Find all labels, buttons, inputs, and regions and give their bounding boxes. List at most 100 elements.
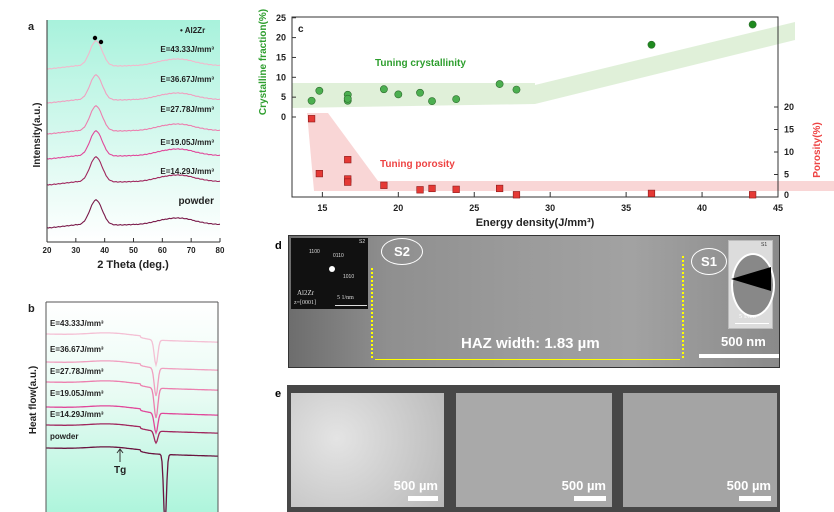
crystalline-point [748,20,757,29]
crystalline-point [416,88,424,97]
x-tick-label: 40 [100,246,109,255]
panel-label-d: d [275,240,282,252]
porosity-point [749,191,757,199]
crystalline-point [379,85,388,94]
x-tick-label: 30 [545,203,555,213]
x-tick-label: 35 [621,203,631,213]
inset-scale-label: 5 1/nm [337,295,354,301]
dsc-curve [46,380,219,419]
xrd-curve [46,199,221,229]
xrd-curve [46,156,221,186]
xrd-curve [46,40,221,70]
crystalline-point [495,80,504,88]
crystalline-point [315,86,324,95]
inset-tag: S1 [761,242,768,248]
dsc-curve [46,332,219,368]
dsc-curve [46,446,219,512]
series-label: E=19.05J/mm³ [50,389,104,398]
porosity-point [452,185,460,193]
region-marker-s2: S2 [381,238,423,265]
phase-label: Al2Zr [297,289,315,297]
saed-inset-s1: S1 5 1/nm [728,240,775,329]
x-tick-label: 25 [469,203,479,213]
haz-boundary-right [682,256,684,358]
crystallinity-trend-band [292,22,795,108]
x-tick-label: 60 [158,246,167,255]
index-label: 1100 [309,249,320,255]
porosity-point [315,170,323,178]
central-spot [329,266,335,272]
x-axis-label: Energy density(J/mm³) [476,217,595,229]
y-left-tick-label: 0 [281,112,286,122]
micrograph-medium-porosity: 500 µm [456,393,612,507]
porosity-point [344,156,352,164]
x-tick-label: 20 [393,203,403,213]
micrograph-low-porosity: 500 µm [623,393,777,507]
s1-label: S1 [701,254,717,269]
micrograph-high-porosity: 500 µm [291,393,444,507]
crystalline-point [512,85,521,94]
series-label: E=27.78J/mm³ [160,105,214,114]
crystalline-point [307,96,316,105]
haz-boundary-left [371,268,373,358]
beam-stop [731,267,771,291]
y-left-tick-label: 5 [281,92,286,102]
x-tick-label: 70 [187,246,196,255]
saed-inset-s2: S2 1100 0110 1010 Al2Zr z=[0001] 5 1/nm [291,238,368,309]
inset-scale-bar [335,305,367,306]
porosity-point [307,115,316,123]
scale-bar [739,496,771,501]
inset-scale-bar [735,323,769,324]
series-label: E=43.33J/mm³ [50,319,104,328]
crystalline-point [394,90,403,99]
panel-label-a: a [28,21,35,33]
panel-label-c: c [298,24,304,35]
panel-label-e: e [275,388,282,400]
tg-arrowhead [116,448,124,454]
series-label: E=36.67J/mm³ [160,75,214,84]
annotation-tuning-crystallinity: Tuning crystallinity [375,58,466,69]
y-right-tick-label: 20 [784,102,794,112]
zone-axis-label: z=[0001] [294,300,317,306]
porosity-point [512,191,521,199]
x-tick-label: 50 [129,246,138,255]
y-left-tick-label: 10 [276,72,286,82]
y-left-tick-label: 15 [276,52,286,62]
scale-bar [699,354,779,358]
scale-bar [574,496,606,501]
y-right-tick-label: 15 [784,125,794,135]
index-label: 0110 [333,253,344,259]
series-label: E=14.29J/mm³ [160,167,214,176]
x-tick-label: 30 [71,246,80,255]
xrd-curve [46,105,221,135]
porosity-point [496,184,504,193]
crystalline-point [343,94,352,103]
porosity-trend-band [307,113,834,191]
x-tick-label: 45 [773,203,783,213]
x-tick-label: 20 [43,246,52,255]
series-label: E=14.29J/mm³ [50,410,104,419]
y-axis-label: Heat flow(a.u.) [28,366,39,434]
series-label: powder [178,196,214,207]
series-label: powder [50,432,78,441]
tg-annotation: Tg [114,465,126,476]
s2-label: S2 [394,244,410,259]
y-left-tick-label: 20 [276,33,286,43]
y-right-tick-label: 0 [784,190,789,200]
crystalline-point [452,95,461,104]
haz-width-label: HAZ width: 1.83 µm [461,335,600,352]
x-tick-label: 80 [216,246,225,255]
series-label: E=27.78J/mm³ [50,367,104,376]
crystalline-point [428,97,436,106]
dsc-curve [46,423,219,445]
x-tick-label: 15 [317,203,327,213]
series-label: E=36.67J/mm³ [50,345,104,354]
index-label: 1010 [343,274,355,280]
legend-al2zr: • Al2Zr [180,26,205,35]
dsc-curve [46,360,219,397]
tem-image: S2 1100 0110 1010 Al2Zr z=[0001] 5 1/nm … [288,235,780,368]
optical-micrograph-row: 500 µm 500 µm 500 µm [287,385,780,512]
xrd-curve [46,130,221,160]
y-axis-label: Intensity(a.u.) [32,102,43,167]
